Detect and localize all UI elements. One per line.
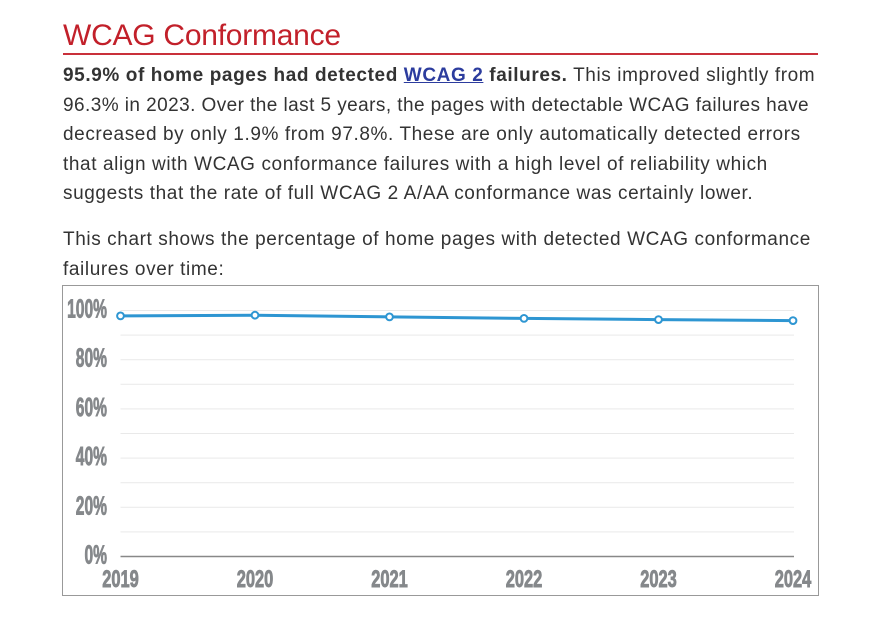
svg-text:0%: 0% — [84, 540, 107, 569]
svg-text:2021: 2021 — [371, 566, 408, 593]
svg-text:80%: 80% — [76, 344, 107, 373]
svg-text:2023: 2023 — [640, 566, 677, 593]
svg-text:40%: 40% — [76, 442, 107, 471]
svg-text:20%: 20% — [76, 491, 107, 520]
svg-text:60%: 60% — [76, 393, 107, 422]
svg-text:2019: 2019 — [102, 566, 139, 593]
svg-text:2022: 2022 — [506, 566, 543, 593]
svg-text:2020: 2020 — [237, 566, 274, 593]
svg-text:2024: 2024 — [775, 566, 812, 593]
svg-text:100%: 100% — [67, 294, 107, 323]
